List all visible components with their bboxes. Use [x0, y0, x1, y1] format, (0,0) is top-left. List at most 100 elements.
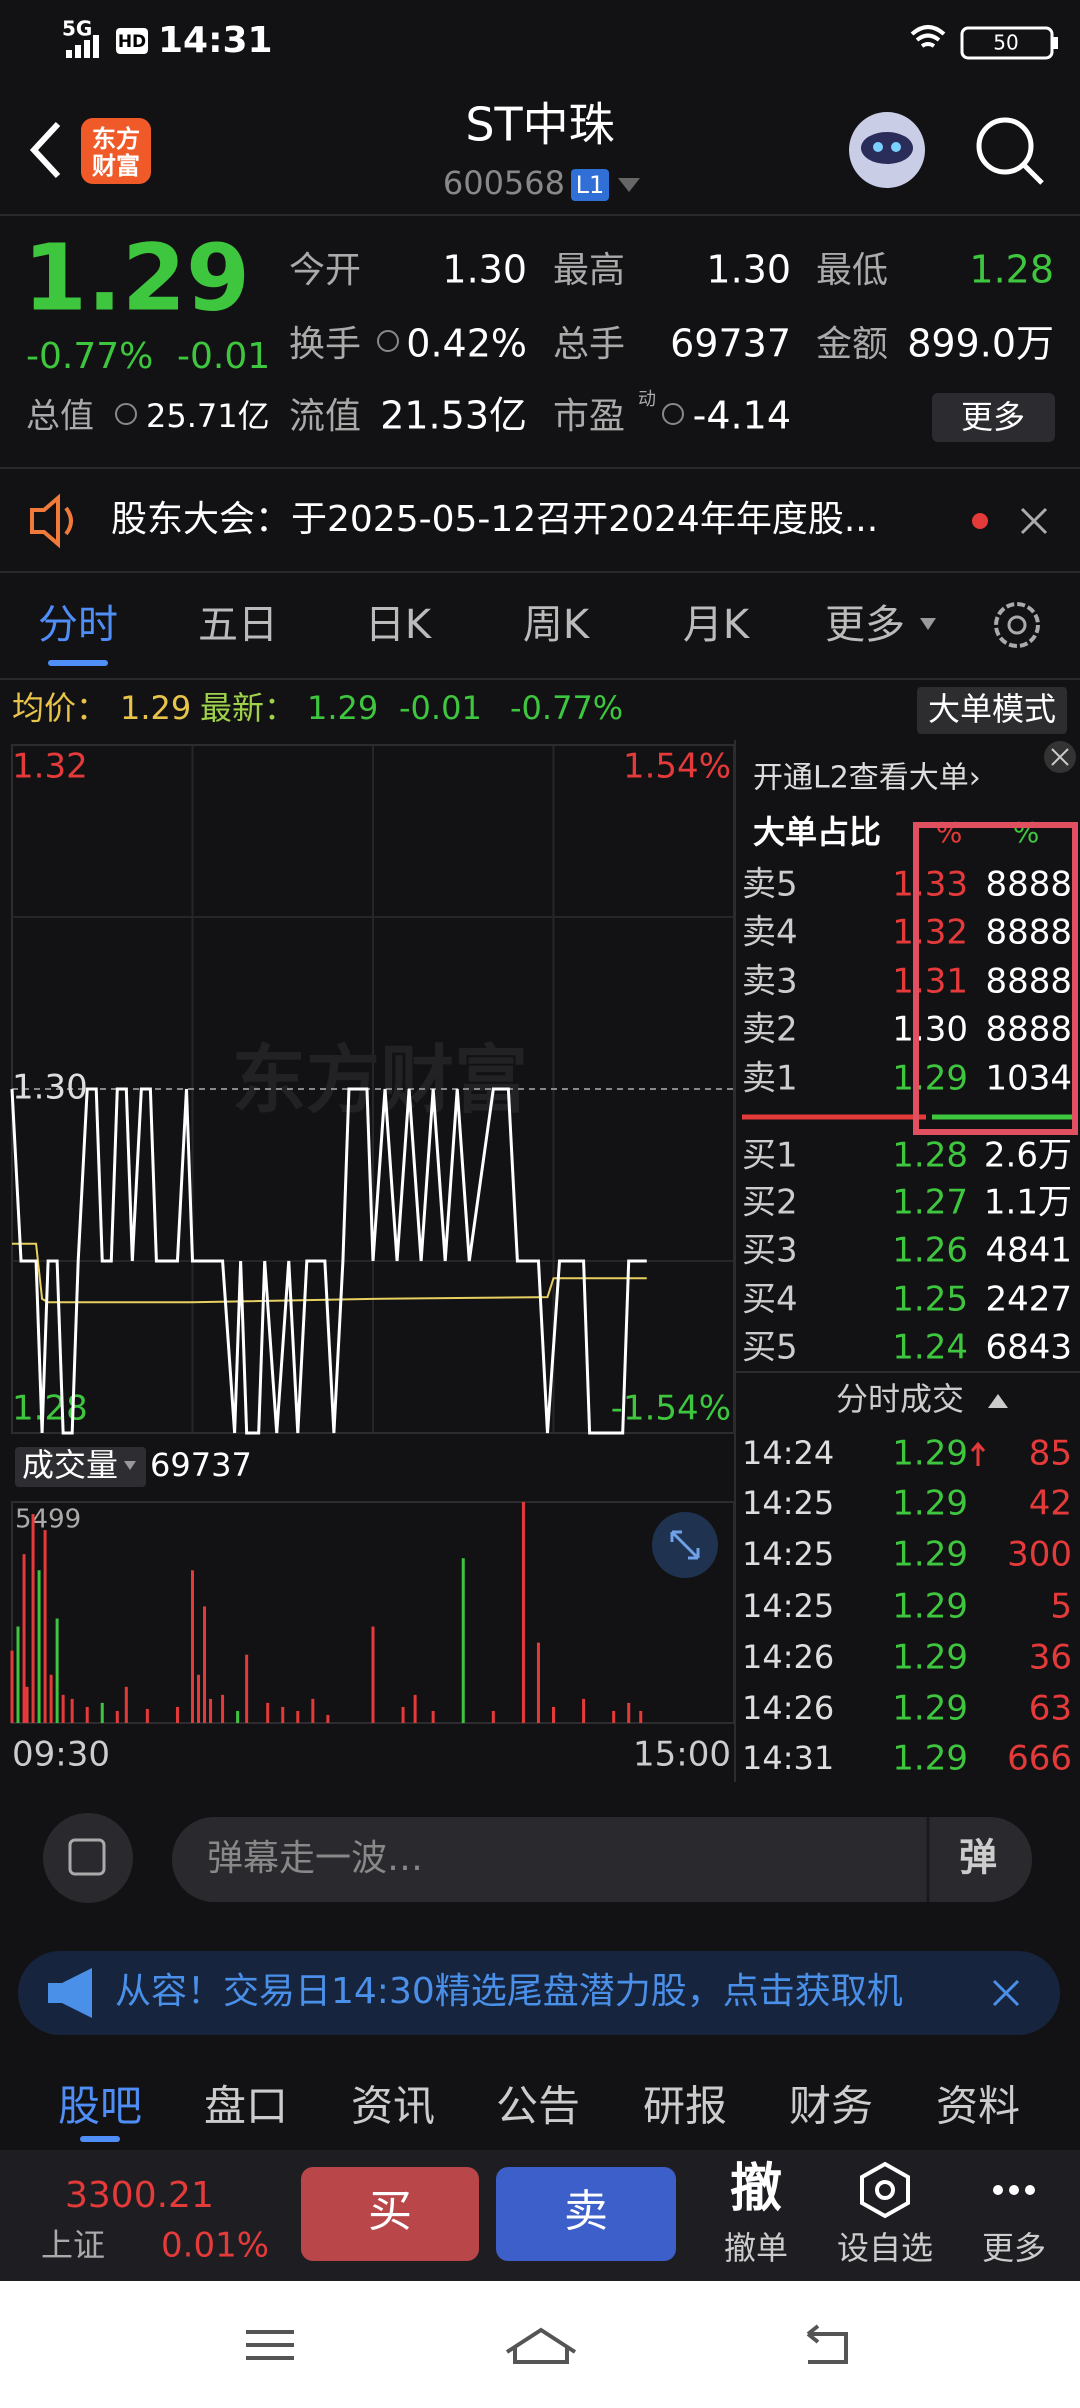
trade-price: 1.29 [892, 1689, 968, 1729]
volume-bar [70, 1698, 74, 1723]
content-tab[interactable]: 盘口 [204, 2082, 288, 2131]
logo [81, 118, 151, 184]
chart-tab[interactable]: 五日 [198, 602, 278, 648]
bid-price: 1.24 [892, 1328, 968, 1368]
settings-icon[interactable] [994, 602, 1040, 648]
bid-volume: 4841 [985, 1231, 1072, 1271]
chart-tab[interactable]: 更多 [825, 602, 905, 648]
notice-text[interactable]: 股东大会：于2025-05-12召开2024年年度股... [111, 499, 878, 540]
trades-title: 分时成交 [836, 1380, 964, 1418]
trade-volume: 5 [1050, 1587, 1072, 1627]
buy-button[interactable] [301, 2167, 479, 2261]
field-value: 69737 [670, 322, 791, 366]
mode-button[interactable] [917, 687, 1067, 734]
expand-icon [670, 1530, 700, 1560]
volume-bar [16, 1626, 20, 1723]
cancel-icon[interactable]: 撤 [730, 2159, 782, 2219]
volume-bar [221, 1694, 225, 1723]
volume-bar [100, 1702, 104, 1723]
trade-price: 1.29 [892, 1638, 968, 1678]
field-value: 1.30 [442, 248, 527, 292]
ask-label: 卖4 [742, 913, 798, 953]
sort-arrow [988, 1394, 1008, 1408]
chart-tab[interactable]: 日K [365, 602, 433, 648]
close-icon [1020, 507, 1048, 535]
volume-bar [266, 1702, 270, 1723]
field-label: 流值 [289, 396, 361, 437]
volume-bar [296, 1710, 300, 1723]
back-icon [806, 2324, 848, 2364]
avg-label: 均价： [12, 689, 108, 727]
signal-bar [66, 50, 72, 58]
ask-label: 卖5 [742, 865, 798, 905]
trade-volume: 42 [1029, 1484, 1072, 1524]
field-label: 最高 [553, 250, 625, 291]
field-label: 总值 [26, 397, 94, 437]
ask-volume: 8888 [985, 865, 1072, 905]
trade-volume: 666 [1007, 1739, 1072, 1779]
trade-price: 1.29 [892, 1434, 968, 1474]
signal-bar [75, 45, 81, 58]
more-label: 更多 [982, 2229, 1046, 2267]
l2-link[interactable]: 开通L2查看大单› [753, 761, 981, 796]
banner[interactable] [18, 1951, 1060, 2035]
chart-tab[interactable]: 周K [523, 602, 591, 648]
volume-bar [145, 1708, 149, 1723]
watch-icon[interactable] [860, 2161, 910, 2219]
more-dot[interactable] [1009, 2185, 1019, 2195]
chart-tab[interactable]: 月K [683, 602, 751, 648]
volume-bar [85, 1706, 89, 1723]
back-button[interactable] [29, 121, 61, 179]
ask-label: 卖3 [742, 962, 798, 1002]
highlight-box [913, 822, 1078, 1135]
ask-price: 1.31 [892, 962, 968, 1002]
more-dot[interactable] [993, 2185, 1003, 2195]
ask-label: 卖1 [742, 1059, 798, 1099]
hd-badge [116, 28, 148, 54]
volume-bar [124, 1686, 128, 1723]
dropdown-arrow [920, 618, 936, 630]
danmu-settings[interactable] [43, 1813, 133, 1903]
volume-bar [521, 1502, 525, 1723]
watch-dot [875, 2180, 895, 2200]
chart-tab[interactable]: 分时 [38, 602, 118, 648]
volume-bar [10, 1650, 14, 1723]
trade-time: 14:24 [742, 1434, 834, 1472]
more-button[interactable] [932, 393, 1055, 442]
signal-bar [93, 35, 99, 58]
content-tab[interactable]: 资讯 [351, 2082, 435, 2131]
ask-volume: 1034 [985, 1059, 1072, 1099]
content-tab[interactable]: 股吧 [58, 2082, 142, 2131]
trade-time: 14:31 [742, 1739, 834, 1777]
field-label: 换手 [289, 324, 361, 365]
trade-time: 14:26 [742, 1689, 834, 1727]
y-tick-label: 1.28 [12, 1389, 88, 1429]
info-icon [662, 403, 684, 425]
volume-bar [431, 1710, 435, 1723]
danmu-button[interactable]: 弹 [959, 1836, 997, 1880]
volume-bar [191, 1570, 194, 1723]
bid-label: 买3 [742, 1231, 798, 1271]
volume-bar [281, 1706, 285, 1723]
speaker-icon [30, 493, 73, 549]
search-icon[interactable] [976, 117, 1034, 175]
content-tab[interactable]: 资料 [936, 2082, 1020, 2131]
field-label: 市盈 [553, 396, 625, 437]
more-dot[interactable] [1025, 2185, 1035, 2195]
content-tab[interactable]: 财务 [789, 2082, 873, 2131]
field-label: 金额 [816, 324, 888, 365]
wifi-icon [910, 25, 946, 48]
danmu-input[interactable] [172, 1817, 1032, 1902]
content-tab[interactable]: 公告 [496, 2082, 580, 2131]
volume-bar [552, 1706, 555, 1723]
content-tab[interactable]: 研报 [643, 2082, 727, 2131]
bid-label: 买1 [742, 1136, 798, 1176]
hd: HD [118, 32, 146, 52]
bid-label: 买4 [742, 1280, 798, 1320]
more-label: 更多 [961, 398, 1025, 436]
volume-selector[interactable] [15, 1447, 146, 1487]
sell-button[interactable] [496, 2167, 676, 2261]
trade-price: 1.29 [892, 1484, 968, 1524]
y-tick-label: 5499 [15, 1505, 81, 1535]
